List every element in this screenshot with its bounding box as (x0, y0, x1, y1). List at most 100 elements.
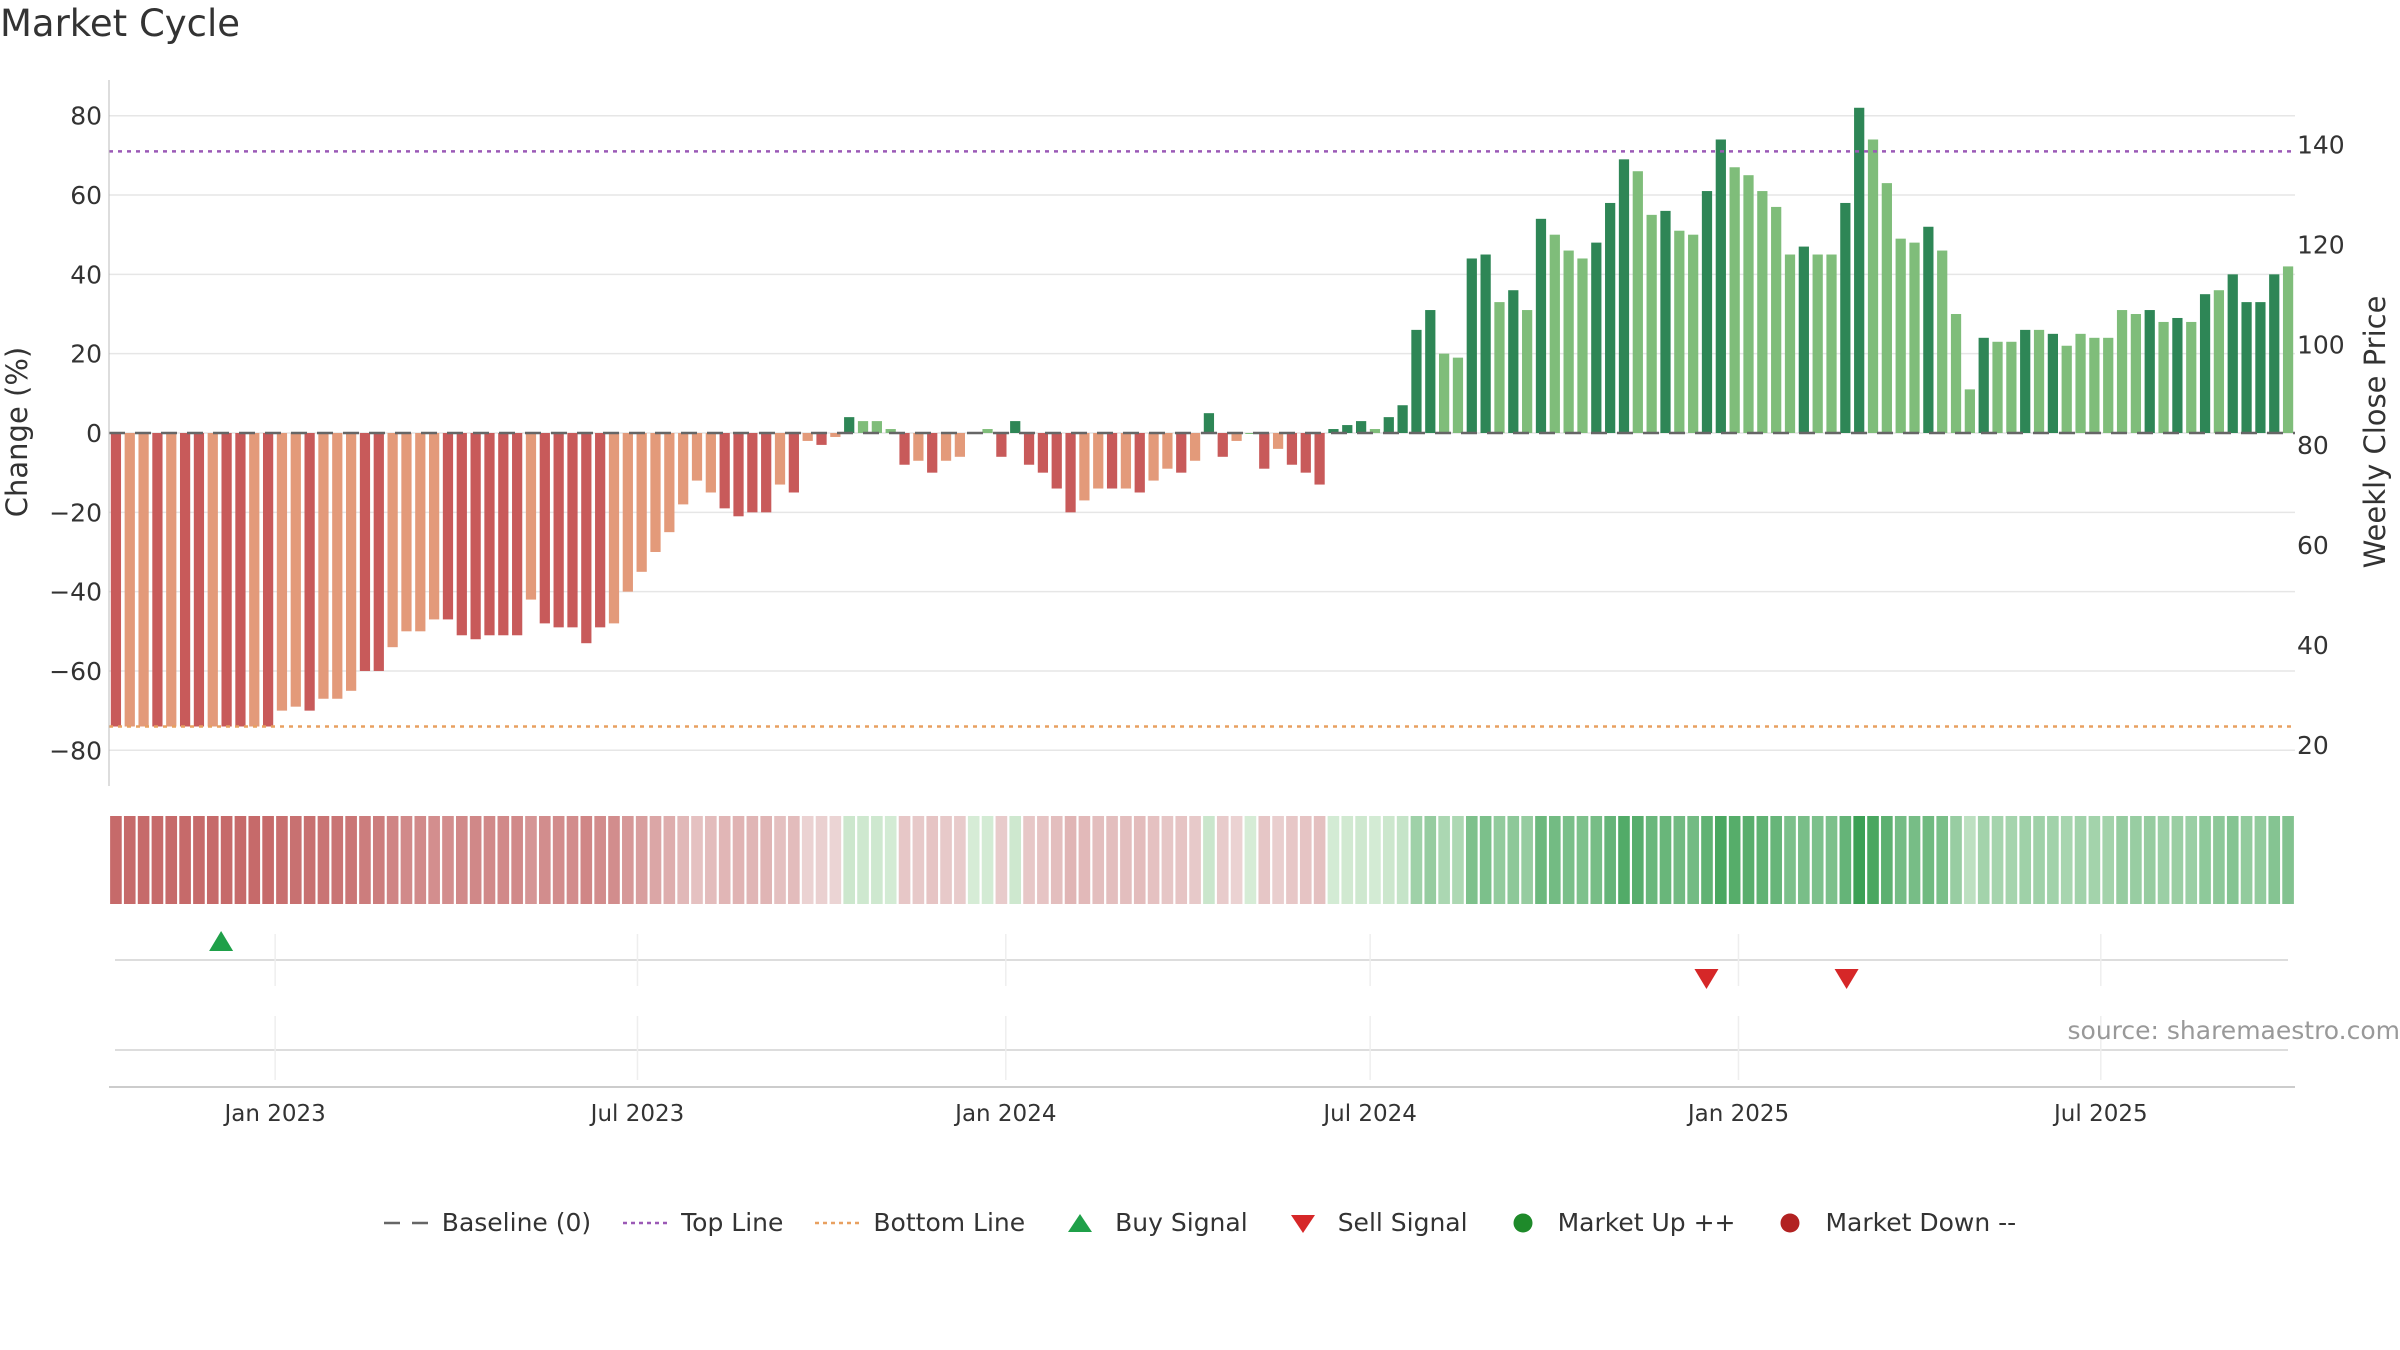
y2-tick-label: 100 (2297, 331, 2345, 360)
bar (1411, 329, 1422, 433)
strip-cell (1673, 816, 1686, 904)
strip-cell (276, 816, 288, 904)
strip-cell (884, 816, 897, 904)
strip-cell (220, 816, 233, 904)
strip-cell (483, 816, 496, 904)
legend-symbol-icon (815, 1221, 862, 1224)
strip-cell (829, 816, 842, 904)
axes: 80 60 40 20 0 −20 −40 −60 −80 140 120 100 80 60 40 20 (49, 80, 2345, 786)
bar (1355, 421, 1367, 433)
strip-cell (732, 816, 745, 904)
legend-label: Buy Signal (1115, 1208, 1248, 1237)
strip-cell (1756, 816, 1769, 904)
strip-cell (774, 816, 786, 904)
strip-cell (1964, 816, 1976, 904)
bar (705, 433, 716, 493)
chart-title: Market Cycle (0, 2, 241, 45)
strip-cell (539, 816, 551, 904)
bar (802, 433, 813, 441)
strip-cell (649, 816, 662, 904)
strip-cell (123, 816, 136, 904)
x-tick-label: Jul 2023 (589, 1101, 685, 1127)
strip-cell (940, 816, 952, 904)
bar (830, 433, 841, 437)
strip-cell (1175, 816, 1188, 904)
bar (1757, 191, 1768, 433)
bar (1328, 429, 1339, 433)
strip-cell (110, 816, 122, 904)
strip-cell (1811, 816, 1824, 904)
strip-cell (1632, 816, 1644, 904)
strip-cell (2199, 816, 2211, 904)
strip-cell (1687, 816, 1699, 904)
bar (1937, 250, 1948, 433)
bar (1079, 433, 1090, 501)
bar (1605, 202, 1616, 433)
strip-cell (289, 816, 302, 904)
y-tick-label: 80 (70, 102, 102, 131)
strip-cell (179, 816, 191, 904)
strip-cell (497, 816, 510, 904)
strip-cell (1147, 816, 1160, 904)
strip-cell (1645, 816, 1658, 904)
bar (567, 433, 578, 628)
strip-cell (428, 816, 440, 904)
strip-cell (1922, 816, 1935, 904)
strip-cell (1258, 816, 1271, 904)
legend-symbol-icon (1513, 1213, 1533, 1232)
y-tick-label: 20 (70, 340, 102, 369)
x-tick-label: Jan 2025 (1686, 1101, 1789, 1127)
strip-cell (2282, 816, 2294, 904)
strip-cell (552, 816, 565, 904)
bar (1881, 183, 1892, 433)
strip-cell (1299, 816, 1312, 904)
strip-cell (2033, 816, 2045, 904)
bar (166, 433, 177, 727)
strip-cell (511, 816, 523, 904)
bar (816, 433, 827, 445)
strip-cell (1452, 816, 1464, 904)
bar (539, 433, 550, 624)
strip-cell (1618, 816, 1630, 904)
strip-cell (2088, 816, 2101, 904)
legend-label: Market Down -- (1825, 1208, 2017, 1237)
bar (193, 433, 205, 727)
bar (1134, 433, 1145, 493)
y-axis-label: Change (%) (0, 347, 34, 517)
bar (387, 433, 398, 648)
bar (1369, 429, 1381, 433)
strip-cell (746, 816, 759, 904)
strip-cell (1936, 816, 1949, 904)
bar (2186, 321, 2197, 433)
strip-cell (469, 816, 482, 904)
strip-cell (137, 816, 150, 904)
strip-cell (1701, 816, 1713, 904)
strip-cell (1839, 816, 1852, 904)
strip-cell (2157, 816, 2170, 904)
x-tick-label: Jan 2024 (953, 1101, 1056, 1127)
legend-item: Buy Signal (1057, 1208, 1248, 1237)
strip-cell (414, 816, 427, 904)
strip-cell (815, 816, 828, 904)
bar (2116, 310, 2128, 433)
bar (1632, 171, 1643, 433)
legend-label: Market Up ++ (1557, 1208, 1736, 1237)
bar (179, 433, 191, 727)
bar (415, 433, 426, 632)
strip-cell (1382, 816, 1395, 904)
strip-cell (1977, 816, 1990, 904)
bar (429, 433, 440, 620)
strip-cell (1009, 816, 1022, 904)
strip-cell (995, 816, 1008, 904)
bar (857, 421, 869, 433)
bar (581, 433, 592, 644)
strip-cell (1216, 816, 1229, 904)
strip-cell (2268, 816, 2281, 904)
strip-cell (2047, 816, 2059, 904)
strip-cell (871, 816, 883, 904)
strip-cell (2130, 816, 2142, 904)
strip-cell (165, 816, 178, 904)
bar (2282, 266, 2294, 433)
bar (1950, 314, 1962, 433)
x-tick-label: Jan 2023 (222, 1101, 325, 1127)
